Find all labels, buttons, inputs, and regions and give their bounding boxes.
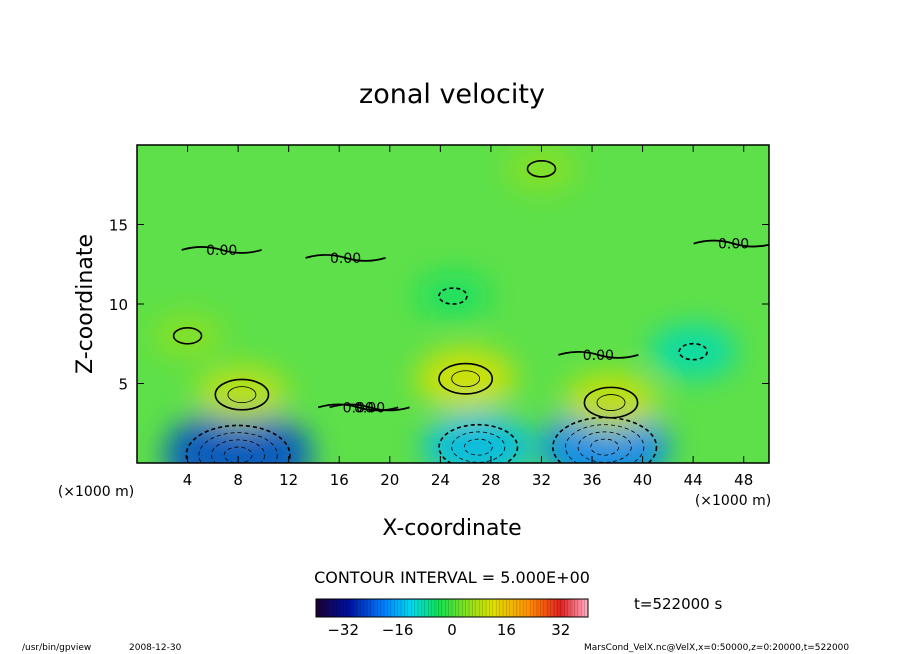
x-tick-label: 48 xyxy=(734,471,753,489)
y-tick-label: 15 xyxy=(109,217,128,235)
time-label: t=522000 s xyxy=(634,595,722,613)
x-tick-label: 36 xyxy=(582,471,601,489)
colorbar-tick-label: 16 xyxy=(497,621,516,639)
contour-ring xyxy=(227,386,257,404)
field-feature xyxy=(423,412,534,463)
colorbar: −32 −16 0 16 32 xyxy=(315,598,589,639)
contour-label: 0.00 xyxy=(583,348,614,364)
field-feature xyxy=(163,408,313,463)
footer-program: /usr/bin/gpview xyxy=(22,643,91,653)
colorbar-tick-label: 32 xyxy=(551,621,570,639)
contour-label: 0.00 xyxy=(343,400,374,416)
x-axis-ticks: 4 8 12 16 20 24 28 32 36 40 44 48 xyxy=(183,145,753,489)
zero-contour-labels: 0.00 0.000.000.000.000.00 xyxy=(206,237,749,417)
contour-ring xyxy=(198,432,278,463)
contour-interval: CONTOUR INTERVAL = 5.000E+00 xyxy=(314,568,590,587)
x-tick-label: 16 xyxy=(330,471,349,489)
contour-label: 0.00 xyxy=(206,243,237,259)
contour-label: 0.00 xyxy=(718,237,749,253)
contour-ring xyxy=(596,394,626,411)
contour-ring xyxy=(526,160,557,178)
contour-ring xyxy=(678,342,708,361)
y-tick-label: 10 xyxy=(109,296,128,314)
y-tick-label: 5 xyxy=(118,376,128,394)
contour-ring xyxy=(185,424,291,463)
contour-ring xyxy=(451,431,506,463)
x-tick-label: 28 xyxy=(481,471,500,489)
colorbar-tick-label: −16 xyxy=(382,621,414,639)
field-feature xyxy=(196,366,288,424)
colorbar-tick-label: 0 xyxy=(447,621,457,639)
contour-ring xyxy=(214,378,270,411)
chart-title: zonal velocity xyxy=(359,79,545,110)
zero-contour-segment xyxy=(305,253,386,262)
contour-ring xyxy=(438,362,494,395)
x-tick-label: 4 xyxy=(183,471,193,489)
contour-label: 0.00 xyxy=(354,400,385,416)
contour-ring xyxy=(438,423,519,463)
zero-contour-segment xyxy=(693,239,769,248)
x-unit-right: (×1000 m) xyxy=(695,493,771,509)
contour-ring xyxy=(438,287,468,305)
x-tick-label: 24 xyxy=(431,471,450,489)
x-tick-label: 20 xyxy=(380,471,399,489)
field-feature xyxy=(649,324,737,380)
field-blobs xyxy=(151,146,737,463)
x-tick-label: 40 xyxy=(633,471,652,489)
field-feature xyxy=(416,347,516,410)
contour-label: 0.00 xyxy=(330,251,361,267)
contour-ring xyxy=(552,416,658,463)
contour-ring xyxy=(211,439,266,463)
zero-contour-segment xyxy=(558,350,639,359)
contour-ring xyxy=(463,438,493,456)
contour-ring xyxy=(172,326,203,345)
y-axis-ticks: 5 10 15 xyxy=(109,217,769,394)
zero-contour-segment xyxy=(329,403,410,412)
plot-area xyxy=(137,145,769,463)
field-feature xyxy=(151,313,224,359)
x-axis-label: X-coordinate xyxy=(382,516,521,541)
colorbar-tick-label: −32 xyxy=(327,621,359,639)
contour-ring xyxy=(583,386,639,419)
zero-contour-segment xyxy=(181,246,262,254)
x-tick-label: 8 xyxy=(233,471,243,489)
footer-date: 2008-12-30 xyxy=(129,643,182,653)
x-tick-label: 32 xyxy=(532,471,551,489)
contour-ring xyxy=(451,370,481,388)
colorbar-bands xyxy=(319,599,585,617)
field-feature xyxy=(505,146,578,192)
y-axis-label: Z-coordinate xyxy=(73,234,98,374)
footer-source: MarsCond_VelX.nc@VelX,x=0:50000,z=0:2000… xyxy=(584,643,849,653)
contour-lines xyxy=(172,160,769,463)
field-feature xyxy=(417,273,489,319)
contour-ring xyxy=(565,424,645,463)
x-tick-label: 44 xyxy=(684,471,703,489)
contour-ring xyxy=(223,446,253,463)
colorbar-tick-labels: −32 −16 0 16 32 xyxy=(327,621,570,639)
x-tick-label: 12 xyxy=(279,471,298,489)
contour-ring xyxy=(590,438,620,456)
contour-ring xyxy=(577,431,632,463)
x-unit-left: (×1000 m) xyxy=(58,484,134,500)
field-feature xyxy=(563,372,659,433)
